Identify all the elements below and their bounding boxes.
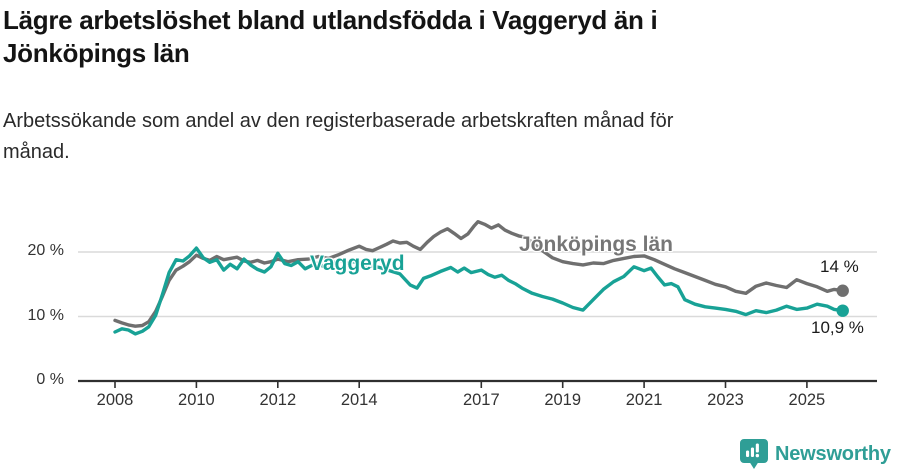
chart-title-line-2: Jönköpings län xyxy=(3,38,190,68)
x-tick-label-2012: 2012 xyxy=(259,391,297,409)
end-value-label-vaggeryd: 10,9 % xyxy=(811,318,864,337)
newsworthy-logo[interactable]: Newsworthy xyxy=(739,438,891,471)
end-dot-vaggeryd xyxy=(836,304,849,317)
x-tick-label-2010: 2010 xyxy=(178,391,215,409)
y-tick-label-20: 20 % xyxy=(27,242,64,259)
x-tick-label-2025: 2025 xyxy=(788,391,826,409)
bar-chart-glyph xyxy=(746,443,760,458)
x-tick-label-2017: 2017 xyxy=(462,391,500,409)
chart-subtitle-line-1: Arbetssökande som andel av den registerb… xyxy=(3,110,674,132)
series-label-vaggeryd: Vaggeryd xyxy=(310,252,405,275)
x-tick-label-2019: 2019 xyxy=(544,391,582,409)
end-value-label-jonkopings-lan: 14 % xyxy=(820,257,859,276)
chart-title: Lägre arbetslöshet bland utlandsfödda i … xyxy=(3,4,883,70)
end-dot-jonkopings-lan xyxy=(836,284,849,297)
chart-subtitle: Arbetssökande som andel av den registerb… xyxy=(3,106,883,168)
chart-subtitle-line-2: månad. xyxy=(3,141,70,163)
chart-title-line-1: Lägre arbetslöshet bland utlandsfödda i … xyxy=(3,5,658,35)
line-series-vaggeryd xyxy=(113,246,845,336)
x-tick-label-2014: 2014 xyxy=(340,391,378,409)
newsworthy-bubble-icon xyxy=(740,439,768,469)
x-tick-label-2023: 2023 xyxy=(707,391,744,409)
newsworthy-logo-text: Newsworthy xyxy=(775,443,891,465)
y-tick-label-10: 10 % xyxy=(27,306,64,324)
x-tick-label-2008: 2008 xyxy=(96,391,134,409)
x-tick-label-2021: 2021 xyxy=(625,391,663,409)
y-tick-label-0: 0 % xyxy=(36,371,64,388)
series-label-jonkopings-lan: Jönköpings län xyxy=(519,233,674,256)
line-series-jonkopings-lan xyxy=(113,219,845,328)
